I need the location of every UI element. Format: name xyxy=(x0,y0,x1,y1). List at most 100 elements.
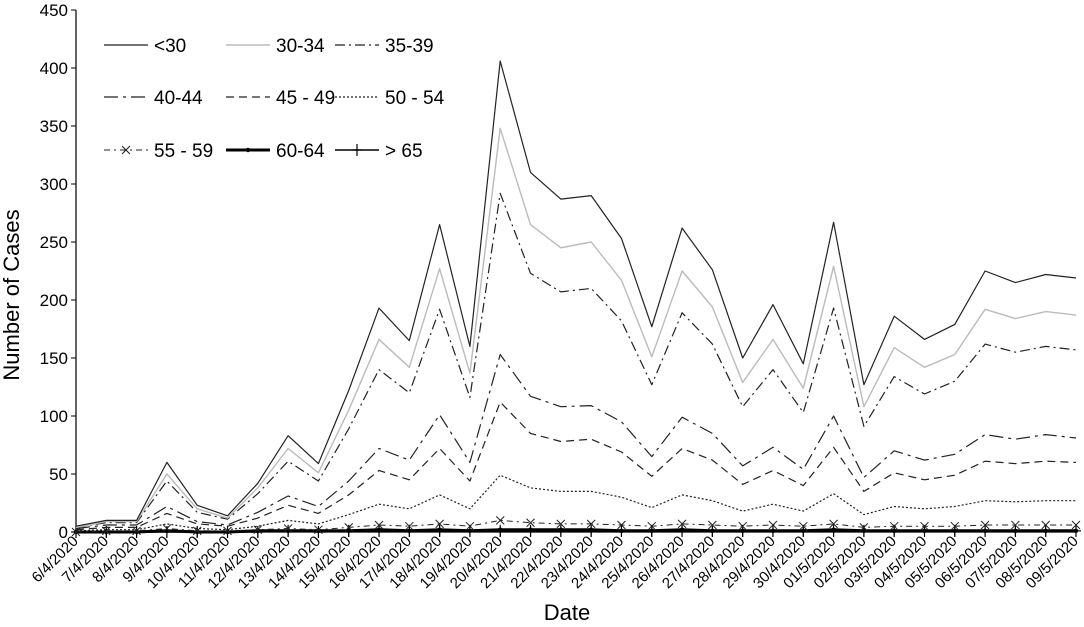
legend-item: > 65 xyxy=(335,141,423,162)
data-point xyxy=(526,518,535,528)
data-point xyxy=(952,528,957,534)
data-point xyxy=(801,528,806,534)
data-point xyxy=(495,516,505,525)
y-tick-label: 300 xyxy=(40,175,68,194)
data-point xyxy=(162,524,172,533)
y-axis-title: Number of Cases xyxy=(0,209,24,380)
data-point xyxy=(891,528,897,534)
data-point xyxy=(950,521,960,531)
legend-label: 45 - 49 xyxy=(276,88,335,109)
data-point xyxy=(829,519,838,529)
data-point xyxy=(437,527,442,532)
x-axis-ticks: 6/4/20207/4/20208/4/20209/4/202010/4/202… xyxy=(29,532,1082,592)
data-point xyxy=(738,521,748,531)
data-point xyxy=(861,528,867,534)
legend-item: 45 - 49 xyxy=(226,88,335,109)
data-point xyxy=(498,527,503,532)
data-point xyxy=(768,520,778,530)
legend-item: 35-39 xyxy=(335,36,434,57)
x-axis-title: Date xyxy=(544,600,590,625)
data-point xyxy=(465,521,475,531)
data-point xyxy=(831,527,836,532)
data-point xyxy=(1071,520,1081,530)
data-point xyxy=(556,519,566,529)
data-point xyxy=(922,528,927,534)
data-point xyxy=(285,528,291,534)
data-point xyxy=(617,520,626,530)
series-30-34 xyxy=(75,127,1077,529)
y-axis-ticks: 0 50 100 150 200 250 300 350 400 450 xyxy=(40,1,76,542)
legend-item: 40-44 xyxy=(104,88,203,109)
data-point xyxy=(647,521,657,531)
data-point xyxy=(679,527,685,532)
legend-item: 55 - 59 xyxy=(104,141,213,162)
data-point xyxy=(374,520,384,530)
series-45-49 xyxy=(75,401,1077,531)
data-point xyxy=(346,528,351,534)
data-point xyxy=(404,521,414,531)
data-point xyxy=(1041,520,1051,530)
data-point xyxy=(710,528,715,534)
data-point xyxy=(708,520,717,530)
legend-marker xyxy=(352,144,362,156)
y-tick-label: 50 xyxy=(49,465,68,484)
y-tick-label: 450 xyxy=(40,1,68,20)
series-line xyxy=(75,192,1077,528)
data-point xyxy=(980,520,990,530)
data-point xyxy=(225,529,230,535)
y-tick-label: 150 xyxy=(40,349,68,368)
data-point xyxy=(467,528,473,534)
series-line xyxy=(75,401,1077,531)
legend-label: 40-44 xyxy=(154,88,203,109)
series--30 xyxy=(75,60,1077,527)
series-line xyxy=(75,353,1077,530)
y-tick-label: 350 xyxy=(40,117,68,136)
series-55-59 xyxy=(71,516,1081,537)
y-tick-label: 100 xyxy=(40,407,68,426)
data-point xyxy=(798,521,808,531)
series-40-44 xyxy=(75,353,1077,530)
legend-item: 30-34 xyxy=(226,36,325,57)
data-point xyxy=(588,527,594,532)
data-point xyxy=(164,528,170,534)
series-35-39 xyxy=(75,192,1077,528)
series-line xyxy=(76,528,1076,534)
data-point xyxy=(889,521,899,531)
data-point xyxy=(770,528,776,534)
legend-item: 60-64 xyxy=(226,141,325,162)
data-point xyxy=(283,524,293,533)
y-tick-label: 200 xyxy=(40,291,68,310)
legend-label: 50 - 54 xyxy=(385,88,445,109)
data-point xyxy=(1073,528,1079,534)
legend-label: <30 xyxy=(154,36,186,57)
axes xyxy=(75,10,1076,533)
data-point xyxy=(649,528,654,534)
data-point xyxy=(1043,528,1048,534)
data-point xyxy=(740,528,745,534)
data-point xyxy=(586,519,596,529)
legend-marker xyxy=(245,147,251,153)
series-60-64 xyxy=(73,527,1079,535)
legend-item: 50 - 54 xyxy=(335,88,445,109)
data-point xyxy=(619,528,624,534)
data-point xyxy=(1011,520,1020,530)
legend-label: 30-34 xyxy=(276,36,325,57)
series-line xyxy=(75,474,1076,532)
legend-marker xyxy=(121,145,131,155)
data-point xyxy=(920,521,929,531)
legend-label: 55 - 59 xyxy=(154,141,213,162)
data-point xyxy=(223,526,232,536)
series-line xyxy=(75,60,1077,527)
y-tick-label: 250 xyxy=(40,233,68,252)
y-tick-label: 400 xyxy=(40,59,68,78)
legend-label: 35-39 xyxy=(385,36,434,57)
legend-label: 60-64 xyxy=(276,141,325,162)
data-point xyxy=(344,523,354,532)
y-tick-label: 0 xyxy=(59,523,68,542)
series-layer xyxy=(71,60,1081,538)
legend-item: <30 xyxy=(104,36,186,57)
data-point xyxy=(859,523,869,532)
series-50-54 xyxy=(75,474,1076,532)
data-point xyxy=(528,527,533,532)
